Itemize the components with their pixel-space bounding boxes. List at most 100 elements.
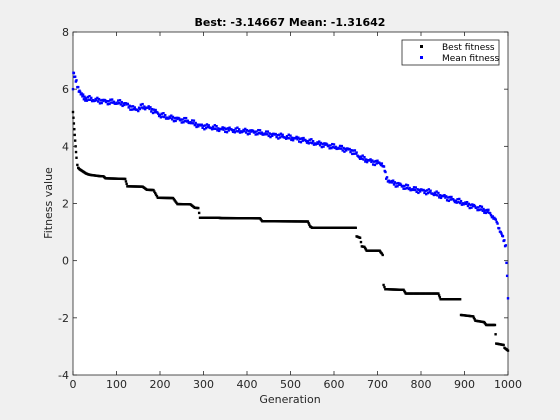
mean-fitness-marker-333	[358, 156, 361, 159]
x-tick-label-300: 300	[193, 378, 214, 391]
mean-fitness-marker-488	[491, 215, 494, 218]
best-fitness-marker-348	[363, 245, 366, 249]
mean-fitness-marker-322	[348, 147, 351, 151]
best-fitness-marker-106	[155, 195, 159, 198]
mean-fitness-marker-201	[243, 129, 246, 133]
mean-fitness-marker-452	[460, 203, 464, 206]
mean-fitness-marker-276	[308, 138, 311, 142]
mean-fitness-marker-99	[154, 108, 157, 112]
mean-fitness-marker-347	[370, 160, 373, 164]
mean-fitness-marker-68	[127, 106, 130, 109]
mean-fitness-marker-433	[444, 196, 447, 199]
mean-fitness-marker-250	[285, 135, 289, 138]
mean-fitness-marker-97	[152, 108, 156, 111]
mean-fitness-marker-506	[505, 261, 508, 265]
mean-fitness-marker-290	[320, 145, 324, 149]
best-fitness-marker-0	[71, 110, 75, 114]
mean-fitness-marker-263	[297, 136, 300, 139]
mean-fitness-marker-401	[416, 188, 419, 191]
mean-fitness-marker-272	[304, 139, 308, 143]
mean-fitness-marker-205	[246, 133, 250, 136]
mean-fitness-marker-37	[100, 101, 103, 105]
mean-fitness-marker-91	[147, 105, 150, 108]
mean-fitness-marker-22	[87, 98, 90, 101]
best-fitness-marker-370	[381, 253, 384, 257]
best-fitness-marker-8	[75, 156, 78, 159]
mean-fitness-marker-372	[391, 181, 394, 184]
best-fitness-marker-125	[171, 196, 175, 200]
mean-fitness-marker-470	[476, 208, 479, 212]
mean-fitness-marker-179	[224, 130, 227, 134]
mean-fitness-marker-357	[378, 162, 382, 165]
mean-fitness-marker-55	[116, 102, 119, 105]
mean-fitness-marker-188	[231, 130, 235, 134]
mean-fitness-marker-182	[226, 127, 230, 130]
mean-fitness-marker-416	[429, 189, 432, 192]
x-tick-label-200: 200	[150, 378, 171, 391]
mean-fitness-marker-196	[238, 131, 242, 134]
legend-box	[401, 39, 500, 66]
best-fitness-marker-478	[473, 318, 476, 321]
mean-fitness-marker-351	[373, 163, 377, 167]
mean-fitness-marker-467	[473, 205, 477, 208]
mean-fitness-marker-447	[456, 198, 459, 201]
mean-fitness-marker-499	[500, 232, 503, 235]
mean-fitness-marker-71	[130, 105, 133, 108]
best-fitness-marker-394	[402, 288, 405, 292]
mean-fitness-marker-119	[171, 115, 175, 119]
mean-fitness-marker-60	[120, 100, 123, 104]
best-fitness-marker-344	[359, 240, 363, 244]
mean-fitness-marker-177	[222, 128, 225, 131]
mean-fitness-marker-104	[158, 113, 162, 117]
mean-fitness-marker-203	[244, 131, 248, 134]
mean-fitness-marker-459	[466, 204, 470, 208]
mean-fitness-marker-251	[286, 136, 290, 140]
mean-fitness-marker-14	[81, 95, 84, 98]
mean-fitness-marker-359	[380, 162, 384, 165]
mean-fitness-marker-293	[323, 142, 326, 145]
best-fitness-series	[71, 110, 510, 352]
x-tick-label-1000: 1000	[494, 378, 522, 391]
legend: Best fitness Mean fitness	[401, 39, 500, 66]
mean-fitness-marker-19	[84, 97, 88, 100]
mean-fitness-marker-268	[301, 139, 304, 142]
mean-fitness-marker-171	[217, 127, 220, 130]
y-tick-label--2: -2	[58, 312, 69, 325]
mean-fitness-marker-508	[506, 297, 510, 300]
mean-fitness-marker-478	[483, 211, 486, 214]
mean-fitness-marker-423	[435, 190, 438, 193]
mean-fitness-marker-4	[73, 75, 77, 78]
mean-fitness-marker-404	[418, 190, 422, 193]
mean-fitness-marker-498	[499, 230, 502, 234]
mean-fitness-series	[71, 71, 510, 300]
best-fitness-marker-343	[358, 236, 362, 239]
mean-fitness-marker-82	[139, 103, 143, 106]
mean-fitness-marker-153	[201, 126, 204, 129]
mean-fitness-marker-218	[257, 131, 261, 135]
mean-fitness-marker-414	[427, 188, 431, 191]
mean-fitness-marker-238	[275, 135, 278, 139]
mean-fitness-marker-389	[405, 186, 409, 190]
mean-fitness-marker-463	[470, 206, 473, 209]
best-fitness-marker-436	[437, 294, 441, 297]
mean-fitness-marker-20	[85, 99, 89, 102]
mean-fitness-marker-286	[317, 142, 320, 145]
mean-fitness-marker-8	[77, 85, 80, 89]
best-fitness-marker-1	[72, 116, 75, 119]
mean-fitness-marker-221	[260, 131, 263, 134]
mean-fitness-marker-86	[143, 105, 146, 108]
best-fitness-marker-154	[197, 206, 200, 210]
mean-fitness-marker-74	[132, 108, 136, 111]
mean-fitness-marker-365	[385, 177, 388, 180]
mean-fitness-marker-213	[253, 130, 257, 133]
mean-fitness-marker-206	[247, 129, 250, 133]
mean-fitness-marker-280	[311, 140, 315, 143]
mean-fitness-marker-376	[394, 185, 397, 188]
mean-fitness-marker-67	[126, 102, 130, 106]
mean-fitness-marker-339	[363, 155, 366, 159]
mean-fitness-marker-115	[168, 115, 171, 118]
mean-fitness-marker-85	[142, 107, 145, 110]
best-fitness-marker-102	[152, 188, 155, 192]
x-tick-label-600: 600	[324, 378, 345, 391]
mean-fitness-marker-175	[220, 127, 223, 130]
